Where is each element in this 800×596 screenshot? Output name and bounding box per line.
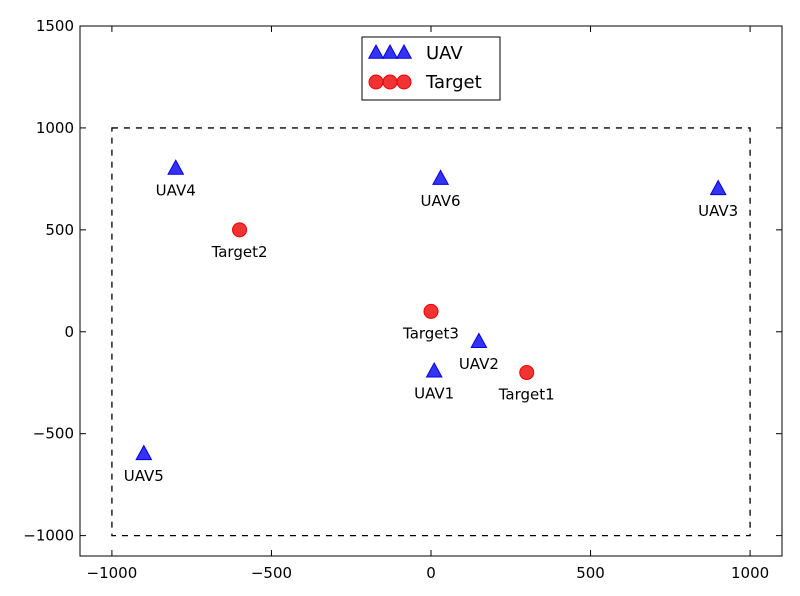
uav-marker <box>709 179 727 196</box>
legend-triangle-icon <box>367 43 385 59</box>
uav-marker <box>135 444 153 461</box>
x-tick-label: 0 <box>426 564 436 582</box>
uav-marker <box>432 169 450 185</box>
uav-label: UAV3 <box>698 202 738 220</box>
boundary-rectangle <box>111 127 751 537</box>
target-marker <box>519 365 535 381</box>
uav-label: UAV2 <box>459 355 499 373</box>
x-tick-label: 500 <box>576 564 605 582</box>
legend-triangle-icon <box>395 43 413 59</box>
legend: UAV Target <box>361 36 501 101</box>
uav-label: UAV4 <box>156 182 196 200</box>
x-tick-label: −500 <box>251 564 292 582</box>
target-label: Target3 <box>402 324 459 342</box>
x-tick-label: −1000 <box>87 564 138 582</box>
uav-marker <box>425 361 443 378</box>
legend-circle-icon <box>396 74 412 90</box>
y-tick-label: 1500 <box>36 17 74 35</box>
legend-box <box>361 36 501 101</box>
target-label: Target1 <box>498 386 555 404</box>
y-tick-label: 0 <box>64 323 74 341</box>
legend-triangle-icon <box>381 43 399 59</box>
uav-label: UAV1 <box>414 385 454 403</box>
target-marker <box>232 222 248 238</box>
uav-label: UAV6 <box>421 192 461 210</box>
legend-label: UAV <box>426 43 463 64</box>
y-tick-label: −500 <box>33 425 74 443</box>
y-tick-label: 500 <box>45 221 74 239</box>
target-marker <box>423 303 439 319</box>
legend-label: Target <box>425 72 482 93</box>
legend-circle-icon <box>382 74 398 90</box>
uav-marker <box>167 159 185 175</box>
target-label: Target2 <box>211 243 268 261</box>
y-tick-label: −1000 <box>23 527 74 545</box>
uav-marker <box>470 332 488 348</box>
x-tick-label: 1000 <box>731 564 769 582</box>
y-tick-label: 1000 <box>36 119 74 137</box>
legend-circle-icon <box>368 74 384 90</box>
uav-label: UAV5 <box>124 467 164 485</box>
